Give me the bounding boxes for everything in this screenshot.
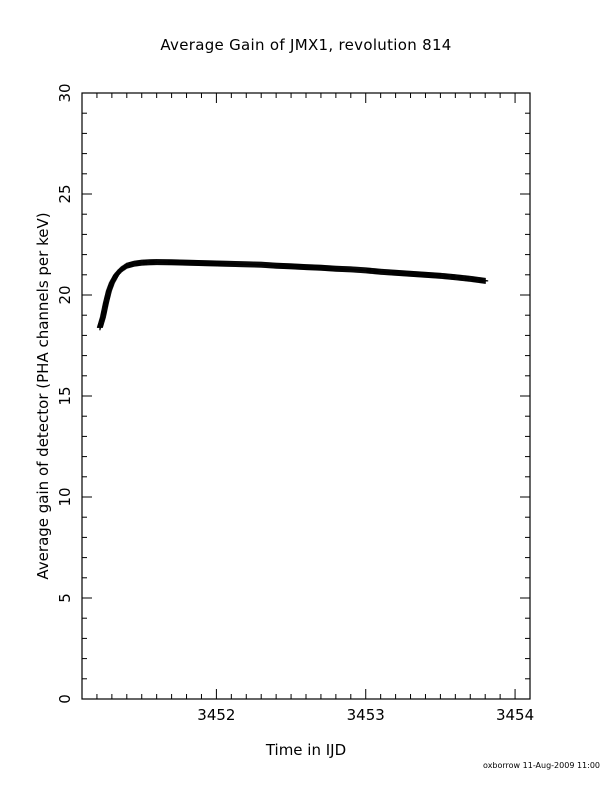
y-tick-label: 0	[56, 694, 74, 704]
y-tick-label: 10	[56, 487, 74, 506]
footer-stamp: oxborrow 11-Aug-2009 11:00	[483, 761, 600, 770]
y-tick-label: 30	[56, 83, 74, 102]
y-axis-label: Average gain of detector (PHA channels p…	[34, 212, 52, 579]
y-tick-label: 15	[56, 386, 74, 405]
x-tick-label: 3453	[347, 706, 385, 724]
data-points	[96, 259, 489, 331]
y-tick-label: 25	[56, 184, 74, 203]
tick-labels: 0 5 10 15 20 25 30 3452 3453 3454	[56, 83, 534, 724]
chart-title: Average Gain of JMX1, revolution 814	[160, 36, 452, 54]
axis-ticks	[81, 92, 531, 700]
x-axis-label: Time in IJD	[265, 741, 346, 759]
y-tick-label: 20	[56, 285, 74, 304]
plot-frame	[81, 92, 531, 700]
x-tick-label: 3454	[496, 706, 534, 724]
data-point	[482, 277, 489, 284]
y-tick-label: 5	[56, 593, 74, 603]
x-tick-label: 3452	[197, 706, 235, 724]
